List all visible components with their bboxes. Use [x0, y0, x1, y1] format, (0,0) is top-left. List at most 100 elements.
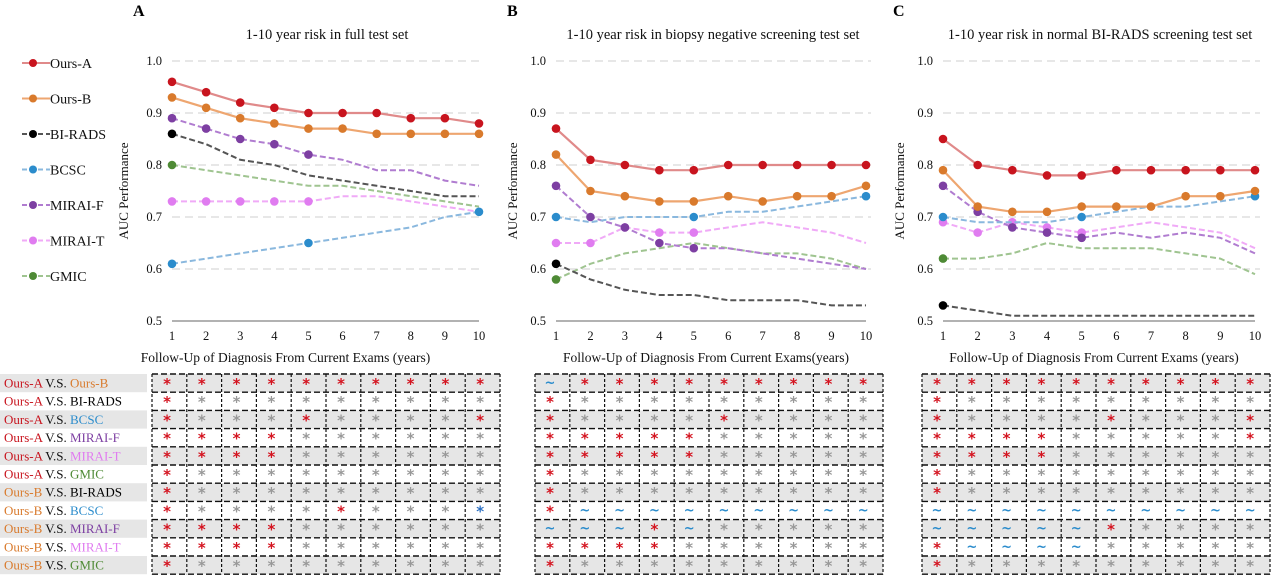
- significance-mark: *: [1177, 466, 1185, 484]
- significance-mark: *: [650, 521, 658, 539]
- data-point-ours-b: [406, 129, 416, 139]
- significance-mark: *: [372, 502, 380, 520]
- y-tick-label: 0.7: [146, 210, 162, 224]
- significance-mark: *: [824, 539, 832, 557]
- series-line-bcsc: [942, 195, 1256, 224]
- significance-mark: *: [755, 448, 763, 466]
- row-vs: V.S.: [42, 558, 70, 573]
- significance-mark: *: [233, 539, 241, 557]
- significance-mark: *: [720, 484, 728, 502]
- significance-mark: *: [372, 375, 380, 393]
- row-bg: [535, 483, 883, 502]
- significance-mark: *: [476, 375, 484, 393]
- significance-mark: *: [1072, 484, 1080, 502]
- data-point-bcsc: [551, 212, 561, 222]
- significance-mark: *: [790, 539, 798, 557]
- row-right-model: BCSC: [70, 412, 103, 427]
- y-tick-label: 0.7: [917, 210, 933, 224]
- series-line-mirai-t: [556, 221, 867, 244]
- significance-mark: *: [233, 375, 241, 393]
- x-tick-label: 4: [1044, 329, 1051, 343]
- significance-mark: *: [755, 521, 763, 539]
- legend-label-ours-b: Ours-B: [50, 93, 91, 108]
- data-point-ours-b: [1112, 202, 1121, 211]
- significance-mark: *: [267, 375, 275, 393]
- significance-mark: *: [685, 484, 693, 502]
- significance-mark: ~: [1210, 503, 1221, 518]
- significance-mark: *: [824, 393, 832, 411]
- significance-mark: *: [372, 521, 380, 539]
- significance-mark: *: [476, 484, 484, 502]
- data-point-gmic: [551, 275, 561, 284]
- significance-mark: *: [476, 539, 484, 557]
- significance-mark: *: [790, 484, 798, 502]
- significance-mark: *: [790, 557, 798, 575]
- data-point-ours-b: [1216, 191, 1225, 201]
- data-point-ours-a: [861, 160, 871, 170]
- significance-mark: *: [302, 539, 310, 557]
- significance-mark: *: [441, 539, 449, 557]
- significance-mark: *: [267, 411, 275, 429]
- data-point-ours-a: [827, 160, 836, 170]
- significance-mark: ~: [1001, 540, 1012, 555]
- significance-mark: *: [337, 430, 345, 448]
- row-label-bg: [0, 410, 147, 429]
- significance-mark: ~: [545, 376, 556, 391]
- significance-mark: ~: [719, 503, 730, 518]
- significance-mark: *: [650, 539, 658, 557]
- data-point-ours-a: [586, 155, 595, 165]
- significance-mark: ~: [579, 522, 590, 537]
- row-bg: [152, 519, 500, 538]
- significance-mark: *: [1177, 539, 1185, 557]
- significance-mark: *: [441, 375, 449, 393]
- significance-mark: *: [581, 375, 589, 393]
- x-tick-label: 2: [975, 329, 981, 343]
- significance-mark: *: [372, 393, 380, 411]
- significance-mark: ~: [614, 503, 625, 518]
- significance-mark: *: [1107, 430, 1115, 448]
- significance-mark: *: [198, 375, 206, 393]
- significance-mark: *: [476, 521, 484, 539]
- significance-mark: *: [546, 430, 554, 448]
- data-point-mirai-t: [270, 197, 279, 206]
- significance-mark: *: [163, 411, 171, 429]
- row-label-bg: [0, 483, 147, 502]
- significance-mark: *: [1211, 466, 1219, 484]
- significance-mark: *: [1246, 557, 1254, 575]
- significance-mark: *: [302, 521, 310, 539]
- data-point-ours-b: [655, 197, 664, 206]
- comparison-row-label: Ours-B V.S. BI-RADS: [4, 485, 122, 500]
- significance-mark: *: [233, 448, 241, 466]
- significance-mark: *: [372, 484, 380, 502]
- significance-mark: *: [790, 521, 798, 539]
- significance-mark: *: [968, 557, 976, 575]
- significance-mark: *: [1177, 484, 1185, 502]
- data-point-ours-b: [1181, 191, 1190, 201]
- significance-mark: *: [1142, 484, 1150, 502]
- significance-mark: *: [616, 375, 624, 393]
- comparison-row-label: Ours-B V.S. BCSC: [4, 503, 103, 518]
- significance-mark: *: [546, 411, 554, 429]
- x-tick-label: 8: [408, 329, 414, 343]
- data-point-ours-a: [338, 108, 347, 118]
- data-point-mirai-t: [304, 197, 313, 206]
- significance-mark: *: [476, 557, 484, 575]
- data-point-ours-b: [827, 191, 836, 201]
- data-point-mirai-f: [938, 181, 948, 191]
- data-point-bcsc: [861, 191, 871, 201]
- series-line-gmic: [171, 164, 480, 208]
- data-point-bi-rads: [938, 301, 948, 310]
- row-label-bg: [0, 446, 147, 465]
- significance-mark: *: [720, 375, 728, 393]
- significance-mark: *: [933, 557, 941, 575]
- significance-mark: *: [233, 466, 241, 484]
- significance-mark: *: [1037, 430, 1045, 448]
- significance-mark: ~: [1001, 522, 1012, 537]
- significance-mark: *: [198, 539, 206, 557]
- x-tick-label: 3: [1009, 329, 1015, 343]
- significance-mark: *: [859, 430, 867, 448]
- significance-mark: ~: [1106, 503, 1117, 518]
- significance-mark: *: [1003, 393, 1011, 411]
- significance-mark: *: [1072, 557, 1080, 575]
- significance-mark: *: [616, 539, 624, 557]
